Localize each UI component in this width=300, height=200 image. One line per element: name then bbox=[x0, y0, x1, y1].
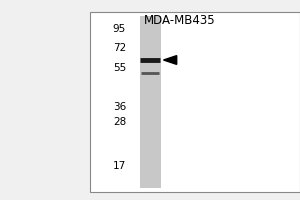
Text: 55: 55 bbox=[113, 63, 126, 73]
Text: 28: 28 bbox=[113, 117, 126, 127]
Bar bbox=[140, 16, 160, 188]
Text: 17: 17 bbox=[113, 161, 126, 171]
Text: MDA-MB435: MDA-MB435 bbox=[144, 14, 216, 27]
Polygon shape bbox=[164, 56, 177, 64]
Bar bbox=[90, 12, 300, 192]
Text: 95: 95 bbox=[113, 24, 126, 34]
Text: 36: 36 bbox=[113, 102, 126, 112]
Text: 72: 72 bbox=[113, 43, 126, 53]
